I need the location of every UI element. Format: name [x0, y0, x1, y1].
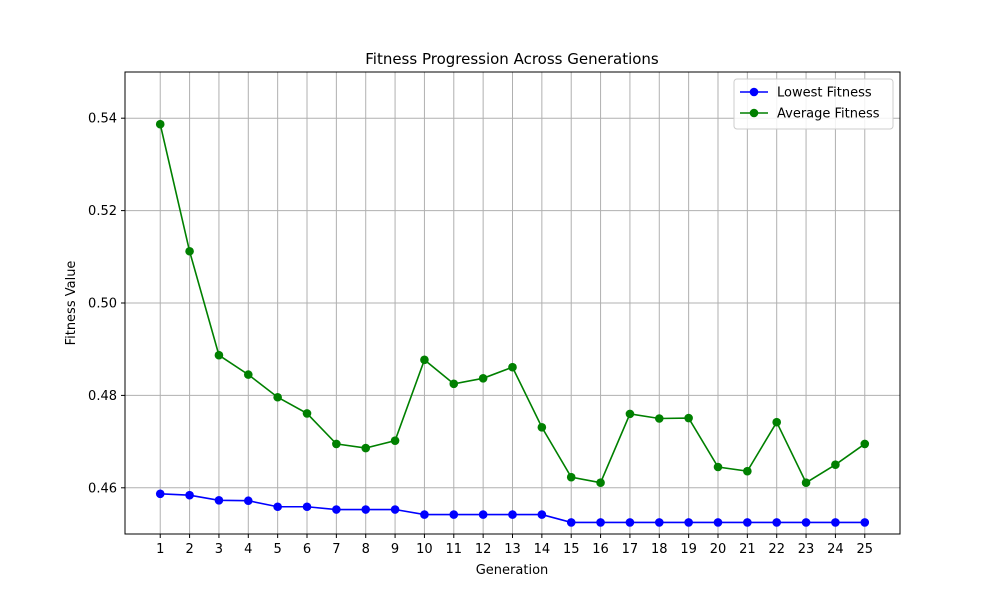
data-point: [596, 518, 605, 527]
y-axis: 0.46 0.48 0.50 0.52 0.54: [88, 112, 125, 496]
data-point: [625, 409, 635, 419]
data-point: [185, 246, 194, 256]
data-point: [713, 462, 723, 472]
data-point: [508, 510, 517, 519]
data-point: [713, 518, 723, 527]
data-point: [420, 355, 429, 365]
data-point: [654, 518, 664, 527]
data-point: [772, 417, 782, 427]
data-point: [566, 518, 576, 527]
x-tick-label: 25: [856, 542, 873, 557]
data-point: [332, 439, 341, 449]
data-point: [743, 466, 752, 476]
x-tick-label: 11: [446, 542, 463, 557]
data-point: [390, 505, 400, 514]
data-point: [831, 518, 840, 527]
legend-label: Average Fitness: [777, 107, 880, 122]
x-tick-label: 24: [827, 542, 844, 557]
y-tick-label: 0.52: [88, 204, 117, 219]
data-point: [449, 510, 459, 519]
data-point: [185, 490, 194, 500]
x-tick-label: 5: [274, 542, 282, 557]
data-point: [449, 379, 459, 389]
data-point: [155, 489, 165, 499]
data-point: [155, 119, 165, 129]
x-tick-label: 20: [710, 542, 727, 557]
y-tick-label: 0.50: [88, 297, 117, 312]
data-point: [302, 409, 312, 418]
data-point: [508, 362, 517, 372]
data-point: [537, 422, 547, 432]
data-point: [860, 518, 870, 527]
grid: [125, 72, 900, 534]
data-point: [273, 392, 282, 402]
x-tick-label: 4: [244, 542, 252, 557]
x-tick-label: 13: [504, 542, 521, 557]
data-point: [801, 478, 811, 488]
legend-marker: [749, 87, 759, 97]
legend-box: [733, 78, 894, 130]
x-tick-label: 16: [592, 542, 609, 557]
data-point: [361, 443, 371, 453]
x-tick-label: 15: [563, 542, 580, 557]
x-tick-label: 22: [768, 542, 785, 557]
data-point: [831, 460, 840, 470]
chart-title: Fitness Progression Across Generations: [365, 50, 659, 68]
data-point: [243, 370, 253, 379]
x-tick-label: 10: [416, 542, 433, 557]
series-layer: [155, 119, 870, 527]
y-tick-label: 0.48: [88, 389, 117, 404]
data-point: [332, 505, 341, 514]
x-tick-label: 3: [215, 542, 223, 557]
legend: Lowest Fitness Average Fitness: [733, 78, 894, 130]
x-tick-label: 9: [391, 542, 399, 557]
x-axis-label: Generation: [476, 563, 549, 578]
y-tick-label: 0.46: [88, 481, 117, 496]
x-tick-label: 8: [362, 542, 370, 557]
x-axis: 1 2 3 4 5 6 7 8 9 10 11 12 13 14 15 16 17 18 19 20 21 22 23 24 2…: [156, 534, 873, 557]
data-point: [361, 505, 371, 514]
data-point: [772, 518, 782, 527]
data-point: [625, 518, 635, 527]
data-point: [273, 502, 282, 512]
data-point: [860, 439, 870, 449]
data-point: [478, 510, 488, 519]
legend-marker: [749, 108, 759, 118]
series-0: [155, 489, 870, 527]
data-point: [596, 478, 605, 488]
x-tick-label: 18: [651, 542, 668, 557]
y-axis-label: Fitness Value: [64, 261, 79, 346]
data-point: [537, 510, 547, 519]
data-point: [390, 436, 400, 445]
x-tick-label: 21: [739, 542, 756, 557]
x-tick-label: 17: [622, 542, 639, 557]
data-point: [801, 518, 811, 527]
data-point: [743, 518, 752, 527]
y-tick-label: 0.54: [88, 112, 117, 127]
data-point: [243, 496, 253, 506]
x-tick-label: 1: [156, 542, 164, 557]
data-point: [684, 518, 693, 527]
data-point: [302, 502, 312, 512]
x-tick-label: 12: [475, 542, 492, 557]
x-tick-label: 14: [534, 542, 551, 557]
data-point: [214, 495, 224, 505]
data-point: [214, 350, 224, 360]
data-point: [478, 374, 488, 383]
x-tick-label: 23: [798, 542, 815, 557]
legend-label: Lowest Fitness: [777, 86, 872, 101]
data-point: [684, 413, 693, 423]
data-point: [566, 472, 576, 482]
x-tick-label: 6: [303, 542, 311, 557]
x-tick-label: 2: [185, 542, 193, 557]
series-1: [155, 119, 870, 488]
data-point: [420, 510, 429, 519]
x-tick-label: 19: [680, 542, 697, 557]
data-point: [654, 414, 664, 423]
x-tick-label: 7: [332, 542, 340, 557]
